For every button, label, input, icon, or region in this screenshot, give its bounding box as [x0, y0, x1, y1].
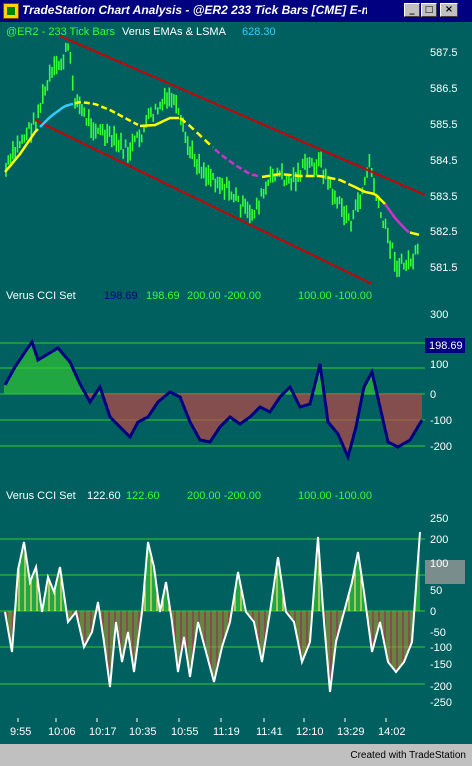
price-tick-label: 583.5 [430, 191, 458, 203]
price-bars [5, 42, 419, 278]
window-title: TradeStation Chart Analysis - @ER2 233 T… [22, 3, 367, 17]
cci1-tick-label: 100 [430, 359, 448, 371]
ema-lsma-line [4, 100, 420, 237]
cci1-axis: 300 100 0 -100 -200 [430, 309, 452, 453]
cci1-value: 198.69 [104, 290, 138, 302]
chart-area[interactable]: @ER2 - 233 Tick Bars Verus EMAs & LSMA 6… [0, 22, 472, 744]
cci2-tick-label: -250 [430, 697, 452, 709]
price-tick-label: 587.5 [430, 47, 458, 59]
ema-segment [214, 148, 261, 178]
ema-segment [383, 203, 410, 234]
created-with-label: Created with TradeStation [350, 750, 466, 761]
ema-segment [261, 172, 356, 189]
price-tick-label: 586.5 [430, 83, 458, 95]
cci-panel-1[interactable]: Verus CCI Set 198.69 198.69 200.00 -200.… [0, 290, 465, 462]
time-tick-label: 11:41 [256, 726, 283, 738]
ema-segment [39, 102, 74, 128]
tradestation-logo-icon [3, 3, 19, 19]
cci2-tick-label: 100 [430, 558, 448, 570]
price-axis: 587.5 586.5 585.5 584.5 583.5 582.5 581.5 [430, 47, 458, 274]
cci2-tick-label: -150 [430, 659, 452, 671]
cci2-label: Verus CCI Set [6, 490, 76, 502]
ema-segment [139, 116, 179, 128]
cci2-current-value-box [425, 560, 465, 584]
cci1-line [3, 338, 424, 462]
cci-panel-2[interactable]: Verus CCI Set 122.60 122.60 200.00 -200.… [0, 490, 465, 709]
cci1-label: Verus CCI Set [6, 290, 76, 302]
channel-lower-line [34, 119, 373, 285]
time-tick-label: 12:10 [296, 726, 324, 738]
cci2-tick-label: -50 [430, 627, 446, 639]
cci1-tick-label: -100 [430, 415, 452, 427]
title-bar: TradeStation Chart Analysis - @ER2 233 T… [0, 0, 472, 22]
time-tick-label: 14:02 [378, 726, 406, 738]
cci1-levels-100: 100.00 -100.00 [298, 290, 372, 302]
cci1-tick-label: -200 [430, 441, 452, 453]
time-tick-label: 10:55 [171, 726, 199, 738]
cci2-line [4, 531, 421, 693]
time-tick-label: 10:06 [48, 726, 76, 738]
cci2-levels-100: 100.00 -100.00 [298, 490, 372, 502]
price-tick-label: 585.5 [430, 119, 458, 131]
price-tick-label: 581.5 [430, 262, 458, 274]
ema-segment [4, 128, 39, 173]
channel-upper-line [59, 35, 426, 196]
cci2-axis: 250 200 100 50 0 -50 -100 -150 -200 -250 [430, 513, 452, 709]
indicator-value: 628.30 [242, 26, 276, 38]
chart-canvas: @ER2 - 233 Tick Bars Verus EMAs & LSMA 6… [0, 26, 465, 738]
cci1-levels-200: 200.00 -200.00 [187, 290, 261, 302]
time-axis: 9:55 10:06 10:17 10:35 10:55 11:19 11:41 12:10 1… [10, 718, 406, 738]
minimize-button[interactable]: _ [404, 3, 420, 17]
cci2-value-2: 122.60 [126, 490, 160, 502]
cci2-tick-label: 0 [430, 606, 436, 618]
maximize-button[interactable]: □ [421, 3, 437, 17]
time-tick-label: 13:29 [337, 726, 365, 738]
cci2-value: 122.60 [87, 490, 121, 502]
cci2-tick-label: 200 [430, 534, 448, 546]
cci2-levels-200: 200.00 -200.00 [187, 490, 261, 502]
ema-segment [74, 100, 139, 127]
cci1-value-2: 198.69 [146, 290, 180, 302]
time-tick-label: 11:19 [213, 726, 240, 738]
close-button[interactable]: × [440, 3, 458, 17]
price-tick-label: 582.5 [430, 226, 458, 238]
time-tick-label: 10:35 [129, 726, 157, 738]
cci1-tick-label: 0 [430, 389, 436, 401]
ema-segment [409, 231, 420, 237]
price-panel[interactable]: @ER2 - 233 Tick Bars Verus EMAs & LSMA 6… [4, 26, 458, 285]
ema-segment [354, 185, 386, 205]
time-tick-label: 10:17 [89, 726, 117, 738]
footer-bar: Created with TradeStation [0, 744, 472, 766]
cci2-tick-label: -100 [430, 642, 452, 654]
ema-segment [179, 117, 214, 149]
cci1-current-value: 198.69 [429, 340, 463, 352]
symbol-label: @ER2 - 233 Tick Bars [6, 26, 115, 38]
cci2-tick-label: 50 [430, 585, 442, 597]
cci1-tick-label: 300 [430, 309, 448, 321]
indicator-label: Verus EMAs & LSMA [122, 26, 227, 38]
price-tick-label: 584.5 [430, 155, 458, 167]
time-tick-label: 9:55 [10, 726, 31, 738]
cci2-level-lines [0, 538, 425, 685]
cci1-current-value-box [425, 338, 465, 353]
cci1-histogram [4, 343, 422, 455]
cci2-tick-label: -200 [430, 681, 452, 693]
cci2-tick-label: 250 [430, 513, 448, 525]
